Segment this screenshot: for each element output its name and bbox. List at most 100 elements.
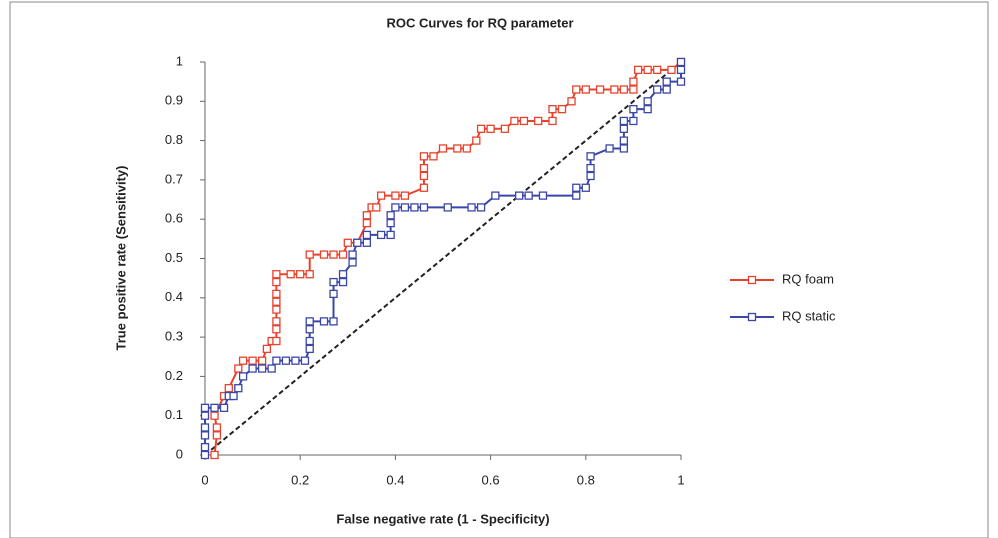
point: [291, 356, 300, 365]
chart-title: ROC Curves for RQ parameter: [386, 15, 573, 30]
point: [338, 270, 348, 279]
point: [200, 423, 210, 432]
point: [305, 250, 314, 259]
point: [653, 65, 662, 75]
legend-label: RQ static: [782, 308, 836, 323]
legend-label: RQ foam: [782, 271, 834, 286]
point: [572, 191, 581, 200]
point: [391, 203, 400, 212]
x-tick-label: 1: [677, 472, 684, 487]
point: [362, 211, 371, 220]
x-tick-label: 0.4: [386, 472, 404, 487]
series-line: [213, 61, 682, 456]
point: [643, 105, 652, 114]
point: [376, 191, 386, 200]
point: [238, 356, 248, 365]
point: [629, 116, 638, 126]
point: [329, 250, 338, 259]
point: [200, 431, 210, 440]
point: [362, 238, 371, 247]
point: [386, 211, 395, 220]
point: [662, 77, 671, 86]
point: [267, 364, 276, 373]
point: [586, 152, 595, 161]
point: [376, 230, 386, 240]
point: [619, 85, 629, 94]
point: [272, 317, 281, 326]
point: [212, 431, 222, 440]
x-axis-label: False negative rate (1 - Specificity): [336, 511, 549, 526]
point: [667, 65, 676, 75]
point: [348, 250, 357, 259]
x-tick-label: 0.6: [482, 472, 500, 487]
point: [629, 77, 638, 86]
point: [572, 183, 581, 192]
point: [319, 317, 329, 326]
point: [353, 238, 362, 247]
point: [248, 364, 257, 373]
y-tick-label: 0.4: [165, 289, 183, 304]
point: [272, 297, 281, 306]
point: [419, 171, 429, 181]
point: [305, 317, 314, 326]
point: [200, 403, 210, 412]
point: [272, 336, 281, 346]
point: [586, 163, 595, 173]
point: [486, 124, 495, 133]
y-tick-label: 0.1: [165, 407, 183, 422]
point: [548, 105, 557, 114]
point: [272, 325, 281, 334]
x-tick-label: 0.8: [577, 472, 595, 487]
point: [491, 191, 500, 200]
point: [212, 423, 222, 432]
point: [572, 85, 581, 94]
point: [210, 411, 219, 420]
point: [619, 116, 629, 126]
point: [653, 85, 662, 94]
y-axis-label: True positive rate (Sensitivity): [113, 166, 128, 351]
point: [272, 305, 281, 314]
frame: [9, 1, 989, 538]
point: [234, 364, 243, 373]
point: [210, 403, 219, 412]
point: [634, 65, 643, 75]
y-tick-label: 0.9: [165, 93, 183, 108]
y-tick-label: 0.7: [165, 171, 183, 186]
point: [462, 144, 471, 153]
point: [338, 250, 348, 259]
point: [200, 411, 210, 420]
y-tick-label: 1: [176, 53, 183, 68]
point: [515, 191, 524, 200]
point: [429, 152, 438, 161]
point: [343, 238, 352, 247]
point: [676, 77, 686, 86]
point: [472, 136, 481, 145]
legend-marker: [747, 312, 757, 322]
point: [300, 356, 310, 365]
point: [605, 144, 614, 153]
point: [248, 356, 257, 365]
point: [419, 203, 429, 212]
point: [362, 218, 371, 228]
y-tick-label: 0.6: [165, 211, 183, 226]
point: [296, 270, 305, 279]
point: [286, 270, 295, 279]
point: [234, 384, 243, 393]
point: [224, 384, 233, 393]
point: [581, 183, 590, 192]
point: [510, 116, 519, 126]
point: [453, 144, 462, 153]
y-tick-label: 0.5: [165, 250, 183, 265]
point: [386, 218, 395, 228]
point: [262, 344, 272, 354]
series-line: [204, 62, 682, 455]
point: [419, 183, 429, 192]
y-tick-label: 0.2: [165, 368, 183, 383]
point: [319, 250, 329, 259]
point: [610, 85, 619, 94]
point: [619, 136, 629, 145]
point: [305, 270, 314, 279]
point: [629, 105, 638, 114]
point: [305, 344, 314, 354]
point: [476, 203, 486, 212]
